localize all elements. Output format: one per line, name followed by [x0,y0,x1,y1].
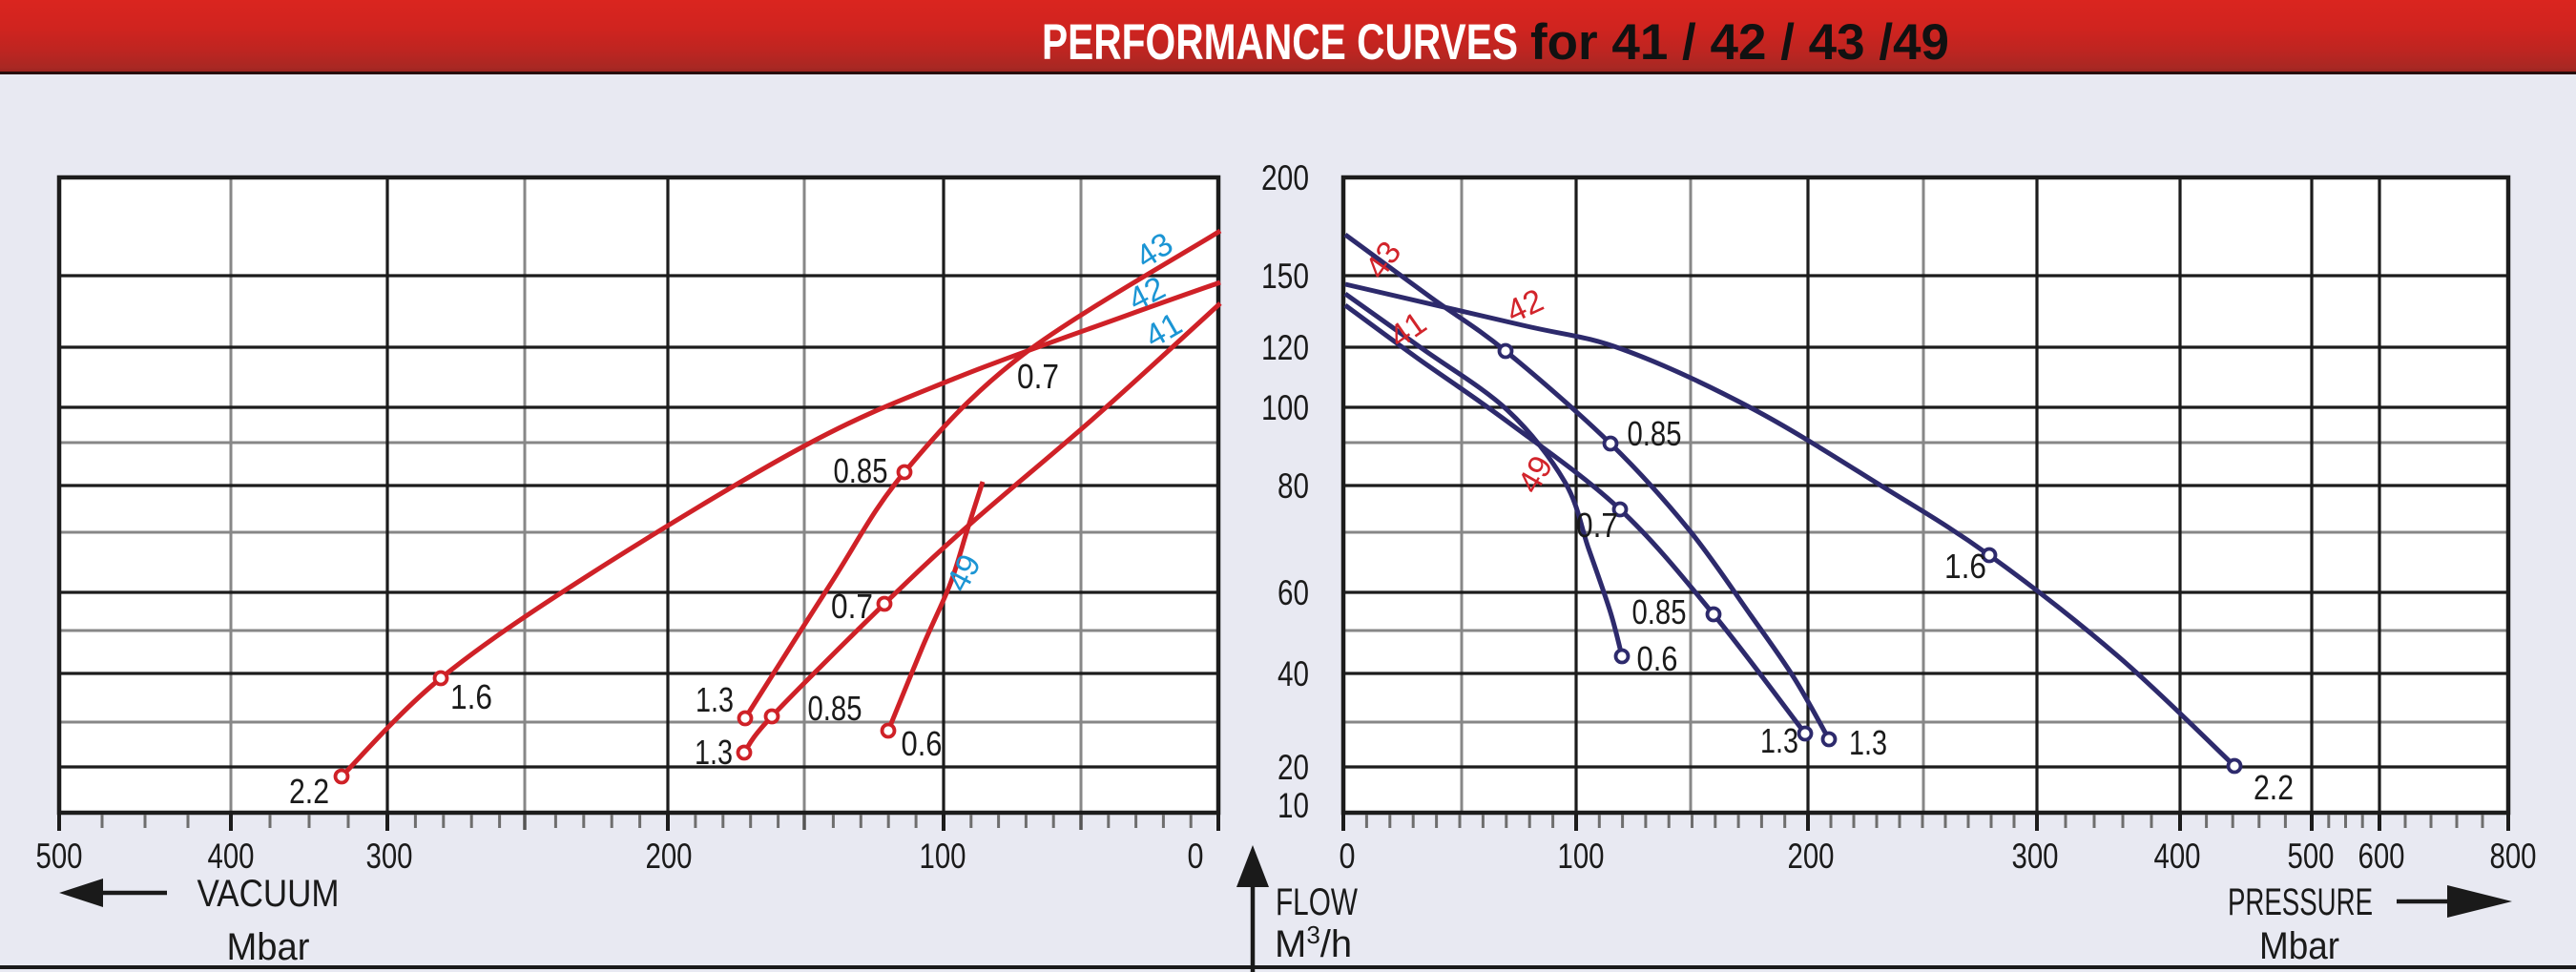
svg-text:100: 100 [1558,837,1605,876]
svg-text:1.3: 1.3 [696,680,734,719]
svg-text:300: 300 [366,837,413,876]
svg-text:0.7: 0.7 [831,587,873,626]
svg-text:VACUUM: VACUUM [197,873,340,915]
svg-text:200: 200 [646,837,693,876]
svg-text:120: 120 [1261,328,1309,367]
svg-text:400: 400 [2154,837,2201,876]
svg-text:PRESSURE: PRESSURE [2228,881,2373,923]
svg-text:200: 200 [1788,837,1835,876]
svg-text:300: 300 [2012,837,2059,876]
svg-text:150: 150 [1261,257,1309,296]
svg-text:0.85: 0.85 [834,451,888,490]
svg-text:FLOW: FLOW [1276,881,1358,923]
svg-text:0.6: 0.6 [902,724,943,763]
svg-text:600: 600 [2358,837,2405,876]
svg-text:500: 500 [2288,837,2335,876]
svg-text:0: 0 [1188,837,1204,876]
svg-text:400: 400 [208,837,255,876]
svg-text:200: 200 [1261,158,1309,197]
svg-text:for 41 / 42 / 43 /49: for 41 / 42 / 43 /49 [1530,14,1949,71]
svg-text:1.3: 1.3 [1849,723,1887,762]
svg-text:100: 100 [920,837,966,876]
svg-text:Mbar: Mbar [227,926,310,968]
svg-text:100: 100 [1261,388,1309,427]
svg-text:20: 20 [1278,748,1309,787]
svg-text:0.7: 0.7 [1017,357,1059,396]
svg-text:1.3: 1.3 [1760,721,1798,760]
svg-text:800: 800 [2490,837,2537,876]
svg-text:60: 60 [1278,573,1309,612]
svg-text:0.85: 0.85 [1628,414,1682,453]
svg-text:0.6: 0.6 [1637,639,1678,678]
svg-text:0.85: 0.85 [808,689,862,728]
svg-text:40: 40 [1278,654,1309,693]
svg-text:PERFORMANCE CURVES: PERFORMANCE CURVES [1042,14,1518,71]
svg-text:1.6: 1.6 [450,677,492,716]
svg-text:1.6: 1.6 [1944,547,1986,586]
svg-text:M3/h: M3/h [1275,920,1352,965]
svg-text:2.2: 2.2 [2254,768,2294,807]
svg-text:Mbar: Mbar [2259,925,2339,967]
svg-text:10: 10 [1278,786,1309,825]
svg-text:2.2: 2.2 [289,772,329,811]
svg-text:0.85: 0.85 [1632,592,1687,631]
svg-text:1.3: 1.3 [695,733,733,772]
svg-text:80: 80 [1278,466,1309,506]
svg-text:0: 0 [1340,837,1356,876]
svg-text:500: 500 [36,837,83,876]
svg-text:0.7: 0.7 [1576,506,1618,545]
